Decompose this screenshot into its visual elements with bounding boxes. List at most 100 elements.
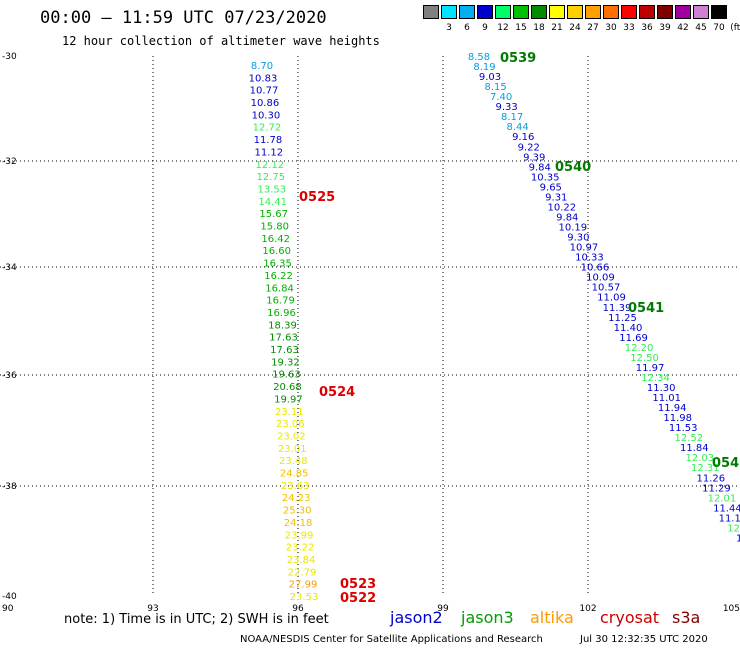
- color-bin-label: 21: [551, 23, 563, 33]
- color-bin-swatch: [441, 5, 457, 19]
- pass-id-label: 0539: [500, 51, 536, 66]
- wave-height-value: 17.63: [269, 333, 298, 344]
- wave-height-value: 8.44: [506, 122, 528, 133]
- wave-height-value: 14.41: [258, 197, 287, 208]
- wave-height-value: 11.30: [647, 383, 676, 394]
- wave-height-value: 23.11: [275, 407, 304, 418]
- color-bin-label: 70: [713, 23, 725, 33]
- longitude-tick-label: 102: [579, 604, 596, 614]
- page-subtitle: 12 hour collection of altimeter wave hei…: [62, 34, 380, 48]
- longitude-tick-label: 96: [292, 604, 304, 614]
- color-bin-swatch: [621, 5, 637, 19]
- wave-height-value: 11.94: [658, 403, 687, 414]
- latitude-tick-label: -40: [2, 592, 17, 602]
- color-bin-swatch: [693, 5, 709, 19]
- legend-altika: altika: [530, 608, 574, 627]
- color-bin-label: 12: [497, 23, 509, 33]
- pass-id-label: 0523: [340, 577, 376, 592]
- wave-height-value: 16.84: [265, 283, 294, 294]
- wave-height-value: 12.34: [641, 373, 670, 384]
- pass-id-label: 054: [712, 456, 739, 471]
- wave-height-value: 24.85: [280, 469, 309, 480]
- legend-cryosat: cryosat: [600, 608, 660, 627]
- pass-id-label: 0525: [299, 190, 335, 205]
- color-bin-label: 39: [659, 23, 671, 33]
- wave-height-value: 23.99: [285, 530, 314, 541]
- wave-height-value: 9.84: [556, 213, 578, 224]
- wave-height-value: 11.25: [608, 313, 637, 324]
- wave-height-value: 11.84: [680, 443, 709, 454]
- wave-height-value: 23.06: [276, 419, 305, 430]
- wave-height-value: 10.35: [531, 172, 560, 183]
- wave-height-value: 19.32: [271, 357, 300, 368]
- latitude-tick-label: -32: [2, 157, 17, 167]
- wave-height-value: 19.97: [274, 394, 303, 405]
- wave-height-value: 12.20: [625, 343, 654, 354]
- pass-id-label: 0541: [628, 301, 664, 316]
- wave-height-value: 12.52: [674, 433, 703, 444]
- color-bin-swatch: [711, 5, 727, 19]
- wave-height-value: 10.22: [547, 202, 576, 213]
- wave-height-value: 25.30: [283, 506, 312, 517]
- wave-height-value: 23.48: [279, 456, 308, 467]
- color-bin-swatch: [567, 5, 583, 19]
- latitude-tick-label: -34: [2, 263, 17, 273]
- pass-id-label: 0522: [340, 591, 376, 606]
- wave-height-value: 16.60: [262, 246, 291, 257]
- latitude-tick-label: -36: [2, 371, 17, 381]
- color-bin-label: 45: [695, 23, 707, 33]
- units-note: note: 1) Time is in UTC; 2) SWH is in fe…: [64, 612, 329, 627]
- longitude-tick-label: 90: [2, 604, 14, 614]
- pass-id-label: 0540: [555, 160, 591, 175]
- wave-height-value: 11.10: [719, 513, 740, 524]
- wave-height-value: 24.23: [282, 493, 311, 504]
- wave-height-value: 12.75: [256, 172, 285, 183]
- wave-height-value: 10.86: [251, 98, 280, 109]
- wave-height-value: 11.29: [702, 483, 731, 494]
- wave-height-value: 10.66: [581, 263, 610, 274]
- color-bin-swatch: [585, 5, 601, 19]
- latitude-tick-label: -38: [2, 482, 17, 492]
- wave-height-value: 16.79: [266, 296, 295, 307]
- wave-height-value: 12.31: [691, 463, 720, 474]
- wave-height-value: 8.17: [501, 112, 523, 123]
- longitude-tick-label: 93: [147, 604, 158, 614]
- color-bin-swatch: [675, 5, 691, 19]
- color-bin-label: 24: [569, 23, 581, 33]
- color-bin-label: 15: [515, 23, 527, 33]
- color-bin-label: 3: [446, 23, 452, 33]
- latitude-tick-label: -30: [2, 52, 17, 62]
- wave-height-value: 10.83: [249, 73, 278, 84]
- wave-height-value: 11.53: [669, 423, 698, 434]
- wave-height-value: 11.40: [614, 323, 643, 334]
- color-bin-label: 30: [605, 23, 617, 33]
- wave-height-value: 9.16: [512, 132, 534, 143]
- wave-height-value: 8.58: [468, 52, 490, 63]
- wave-height-value: 11.26: [696, 473, 725, 484]
- wave-height-value: 10.33: [575, 253, 604, 264]
- wave-height-value: 11.69: [619, 333, 648, 344]
- wave-height-value: 9.84: [529, 162, 551, 173]
- wave-height-value: 9.03: [479, 72, 501, 83]
- wave-height-value: 8.70: [251, 61, 273, 72]
- wave-height-value: 9.39: [523, 152, 545, 163]
- wave-height-value: 11.: [736, 533, 740, 544]
- wave-height-value: 27.99: [289, 580, 318, 591]
- wave-height-value: 11.09: [597, 293, 626, 304]
- wave-height-value: 10.97: [570, 243, 599, 254]
- wave-height-value: 16.42: [261, 234, 290, 245]
- wave-height-value: 12.3: [727, 523, 740, 534]
- color-bin-label: 33: [623, 23, 635, 33]
- wave-height-value: 10.09: [586, 273, 615, 284]
- wave-height-value: 12.03: [685, 453, 714, 464]
- wave-height-value: 16.96: [267, 308, 296, 319]
- wave-height-value: 10.19: [558, 223, 587, 234]
- wave-height-value: 11.12: [254, 147, 283, 158]
- color-bin-swatch: [639, 5, 655, 19]
- color-bin-swatch: [531, 5, 547, 19]
- color-bin-label: 9: [482, 23, 488, 33]
- wave-height-value: 9.31: [545, 192, 567, 203]
- pass-id-label: 0524: [319, 385, 355, 400]
- wave-height-value: 7.40: [490, 92, 512, 103]
